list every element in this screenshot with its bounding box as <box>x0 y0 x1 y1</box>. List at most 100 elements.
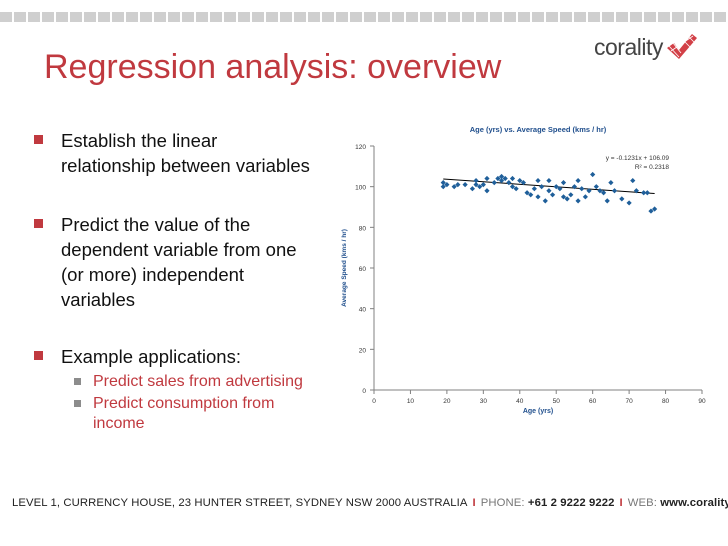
data-point <box>597 188 603 194</box>
data-point <box>491 180 497 186</box>
data-point <box>630 177 636 184</box>
bullet-line: (or more) independent <box>61 264 245 285</box>
data-point <box>542 198 548 204</box>
sub-bullet-square-icon <box>74 400 81 407</box>
y-axis-label: Average Speed (kms / hr) <box>341 229 348 307</box>
data-point <box>440 184 446 190</box>
x-tick-label: 10 <box>407 398 415 405</box>
data-point <box>546 188 552 194</box>
checkmark-icon <box>666 34 697 59</box>
data-point <box>586 188 592 194</box>
data-point <box>579 186 585 192</box>
data-point <box>582 194 588 200</box>
data-point <box>535 194 541 200</box>
data-point <box>571 184 578 190</box>
y-tick-label: 100 <box>355 185 366 192</box>
data-point <box>517 177 523 184</box>
data-point <box>575 177 581 184</box>
footer-web-label: WEB: <box>627 497 658 509</box>
x-tick-label: 30 <box>480 398 488 405</box>
chart-title: Age (yrs) vs. Average Speed (kms / hr) <box>470 125 607 134</box>
data-point <box>611 188 618 194</box>
sub-bullet-text: Predict sales from advertising <box>93 372 303 392</box>
data-point <box>444 182 450 188</box>
data-point <box>440 180 446 186</box>
footer-phone-label: PHONE: <box>480 497 525 509</box>
slide-title: Regression analysis: overview <box>44 48 502 86</box>
data-point <box>477 184 483 190</box>
x-tick-label: 50 <box>553 398 561 405</box>
bullet-line: dependent variable from one <box>61 239 297 260</box>
footer-phone: +61 2 9222 9222 <box>527 497 615 509</box>
bullet-line: Example applications: <box>61 346 241 367</box>
bullet-line: variables <box>61 289 136 310</box>
bullet-line: Establish the linear <box>61 130 218 151</box>
bullet-text: Establish the linear relationship betwee… <box>61 128 310 178</box>
logo-text: corality <box>594 33 663 60</box>
bullet-text: Predict the value of the dependent varia… <box>61 212 297 312</box>
sub-bullet-item: Predict consumption from income <box>74 394 274 434</box>
data-point <box>652 206 658 212</box>
y-tick-label: 20 <box>359 347 367 354</box>
bullet-line: relationship between variables <box>61 155 310 176</box>
data-point <box>506 180 512 186</box>
data-point <box>633 188 639 194</box>
bullet-item: Predict the value of the dependent varia… <box>34 212 297 312</box>
y-tick-label: 60 <box>359 266 367 273</box>
x-tick-label: 20 <box>443 398 451 405</box>
data-point <box>608 180 614 186</box>
bullet-item: Establish the linear relationship betwee… <box>34 128 310 178</box>
data-point <box>593 184 599 190</box>
data-point <box>553 184 559 190</box>
scatter-chart: 0 20 40 60 80 100 120 0 10 20 30 40 50 60 70 80 90 Age (y… <box>341 125 706 415</box>
x-tick-label: 40 <box>516 398 524 405</box>
data-point <box>564 196 570 202</box>
y-tick-label: 120 <box>355 144 366 151</box>
x-tick-label: 80 <box>662 398 670 405</box>
r-squared-label: R² = 0.2318 <box>635 164 670 171</box>
y-tick-label: 0 <box>362 388 366 395</box>
trendline-equation: y = -0.1231x + 106.09 <box>606 155 670 162</box>
bullet-square-icon <box>34 219 43 228</box>
data-point <box>535 177 541 184</box>
data-point <box>648 208 654 214</box>
footer-separator: I <box>619 497 623 509</box>
data-point <box>604 198 610 204</box>
data-point <box>546 177 552 184</box>
company-logo: corality <box>594 32 699 62</box>
data-point <box>549 192 556 198</box>
footer-address: LEVEL 1, CURRENCY HOUSE, 23 HUNTER STREE… <box>12 497 468 509</box>
data-point <box>575 198 581 204</box>
data-point <box>531 186 537 192</box>
bullet-text: Example applications: <box>61 344 241 369</box>
data-point <box>560 180 567 186</box>
sub-bullet-line: Predict consumption from <box>93 395 275 412</box>
data-point <box>509 175 516 182</box>
data-point <box>601 190 607 196</box>
data-point <box>484 175 490 182</box>
bullet-square-icon <box>34 351 43 360</box>
top-decorative-bar <box>0 12 728 22</box>
data-point <box>560 194 567 200</box>
x-tick-label: 70 <box>625 398 633 405</box>
x-tick-label: 90 <box>698 398 706 405</box>
bullet-square-icon <box>34 135 43 144</box>
x-tick-label: 0 <box>372 398 376 405</box>
data-point <box>626 200 632 206</box>
data-point <box>451 184 457 190</box>
data-point <box>498 173 505 180</box>
trendline <box>443 178 655 195</box>
data-point <box>502 175 508 182</box>
data-point <box>539 184 545 190</box>
data-point <box>528 192 534 198</box>
x-tick-label: 60 <box>589 398 597 405</box>
footer: LEVEL 1, CURRENCY HOUSE, 23 HUNTER STREE… <box>12 497 728 509</box>
sub-bullet-square-icon <box>74 378 81 385</box>
y-tick-label: 40 <box>359 307 367 314</box>
data-point <box>644 190 650 196</box>
bullet-line: Predict the value of the <box>61 214 251 235</box>
footer-web-link[interactable]: www.corality.com <box>660 497 728 509</box>
data-point <box>484 188 490 194</box>
data-point <box>641 190 647 196</box>
sub-bullet-item: Predict sales from advertising <box>74 372 303 392</box>
